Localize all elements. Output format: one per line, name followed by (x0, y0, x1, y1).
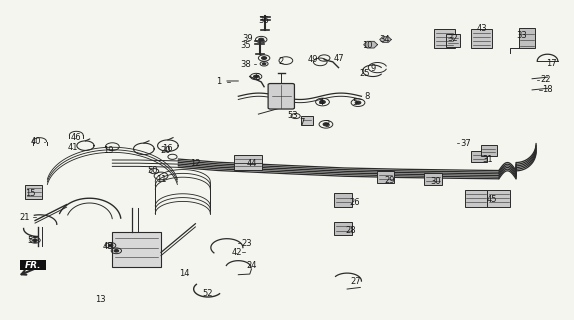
Text: 50: 50 (147, 166, 158, 175)
Text: 28: 28 (346, 226, 356, 235)
FancyBboxPatch shape (268, 84, 294, 109)
Text: 15: 15 (25, 189, 36, 198)
Text: 45: 45 (487, 195, 497, 204)
Circle shape (262, 57, 267, 60)
Text: 47: 47 (333, 54, 344, 63)
Circle shape (355, 101, 361, 104)
FancyBboxPatch shape (424, 173, 441, 185)
Text: 11: 11 (156, 175, 166, 184)
Text: 38: 38 (241, 60, 251, 69)
Polygon shape (380, 37, 391, 42)
FancyBboxPatch shape (334, 222, 352, 235)
Text: 20: 20 (160, 146, 171, 155)
FancyBboxPatch shape (471, 151, 487, 162)
Text: 32: 32 (448, 34, 459, 43)
Text: 53: 53 (288, 111, 298, 120)
Text: 33: 33 (517, 31, 527, 40)
Circle shape (259, 38, 264, 41)
Text: 52: 52 (203, 289, 213, 298)
Polygon shape (364, 41, 378, 48)
Text: 19: 19 (103, 146, 114, 155)
Text: 40: 40 (31, 137, 41, 146)
Circle shape (33, 239, 37, 242)
Text: 6: 6 (254, 73, 260, 82)
Circle shape (262, 63, 266, 65)
Circle shape (108, 244, 113, 247)
FancyBboxPatch shape (25, 185, 42, 199)
Text: 29: 29 (385, 176, 395, 185)
Text: 25: 25 (360, 69, 370, 78)
Text: 46: 46 (71, 132, 82, 141)
Text: 37: 37 (460, 139, 471, 148)
FancyBboxPatch shape (480, 145, 497, 156)
Text: 3: 3 (324, 120, 330, 130)
FancyBboxPatch shape (434, 29, 455, 49)
Text: 27: 27 (350, 277, 361, 286)
FancyBboxPatch shape (334, 193, 352, 206)
Text: 36: 36 (259, 16, 269, 25)
Text: 41: 41 (68, 143, 78, 152)
Text: 43: 43 (476, 24, 487, 33)
Text: FR.: FR. (25, 261, 41, 270)
Text: 30: 30 (430, 177, 441, 186)
Text: 44: 44 (246, 159, 257, 168)
Text: 34: 34 (379, 35, 390, 44)
FancyBboxPatch shape (234, 155, 262, 170)
Text: 9: 9 (370, 64, 375, 73)
Text: 13: 13 (96, 295, 106, 304)
FancyBboxPatch shape (301, 116, 313, 124)
Text: 7: 7 (299, 118, 305, 127)
Text: 35: 35 (241, 41, 251, 51)
Text: 14: 14 (179, 268, 189, 278)
FancyBboxPatch shape (519, 28, 535, 48)
Text: 48: 48 (103, 242, 114, 251)
Circle shape (323, 123, 329, 126)
Text: 1: 1 (216, 77, 221, 86)
Text: 24: 24 (246, 261, 257, 270)
Text: 4: 4 (319, 98, 324, 107)
Text: 2: 2 (278, 57, 284, 66)
Text: 39: 39 (243, 35, 253, 44)
Text: 10: 10 (362, 41, 373, 50)
Text: 5: 5 (352, 98, 357, 107)
Text: 51: 51 (27, 236, 37, 245)
FancyBboxPatch shape (487, 190, 510, 206)
Text: 22: 22 (541, 75, 551, 84)
Text: 12: 12 (190, 159, 201, 168)
FancyBboxPatch shape (464, 190, 487, 206)
Text: 26: 26 (349, 197, 360, 206)
Text: 16: 16 (162, 144, 173, 153)
FancyBboxPatch shape (113, 232, 161, 267)
Text: 42: 42 (231, 248, 242, 257)
FancyBboxPatch shape (471, 29, 492, 49)
Text: 49: 49 (308, 55, 318, 64)
Circle shape (114, 250, 119, 252)
Circle shape (254, 75, 259, 78)
Text: 31: 31 (482, 155, 492, 164)
FancyBboxPatch shape (446, 34, 460, 47)
FancyBboxPatch shape (20, 260, 46, 270)
Text: 8: 8 (364, 92, 370, 101)
Text: 18: 18 (542, 85, 553, 94)
Circle shape (320, 100, 325, 104)
Text: 23: 23 (242, 239, 252, 248)
Text: 17: 17 (546, 59, 557, 68)
FancyBboxPatch shape (377, 171, 394, 183)
Text: 21: 21 (20, 213, 30, 222)
